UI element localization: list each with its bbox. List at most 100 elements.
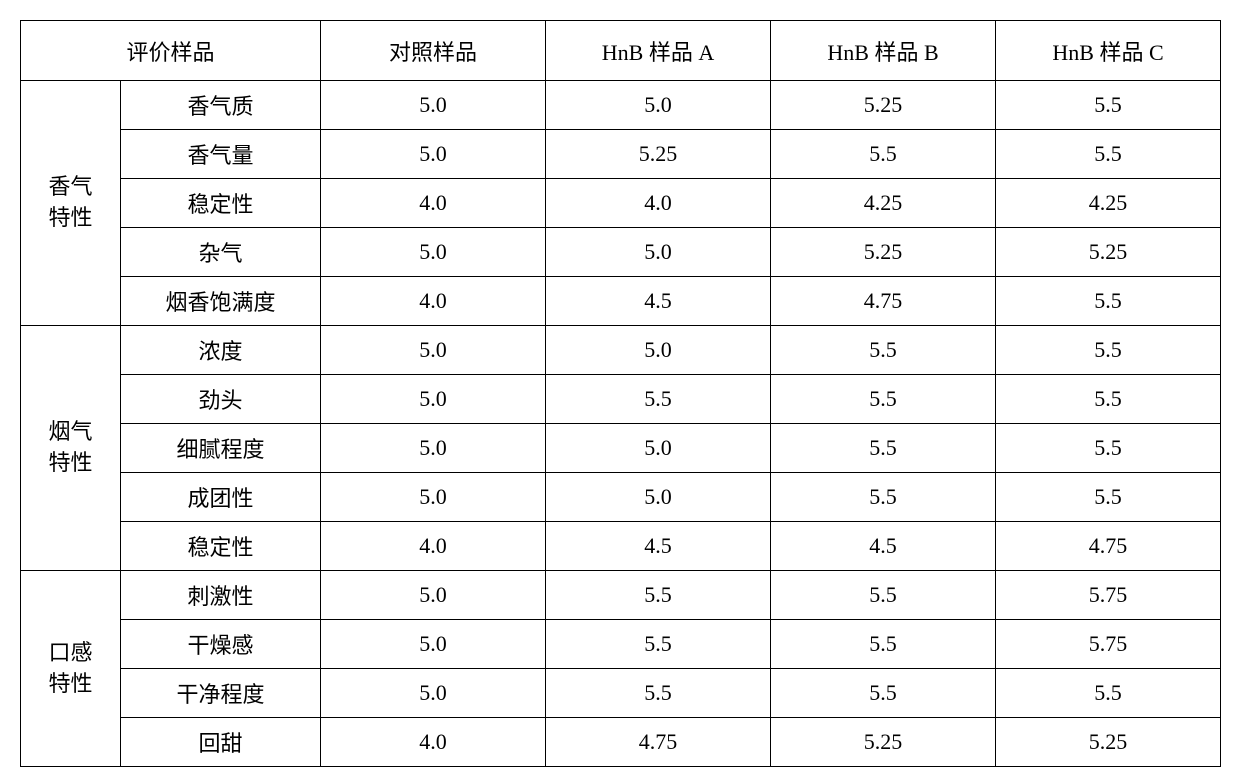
cell-hnb-c: 5.5	[996, 277, 1221, 326]
cell-control: 5.0	[321, 571, 546, 620]
metric-name: 劲头	[121, 375, 321, 424]
metric-name: 干燥感	[121, 620, 321, 669]
category-name-line2: 特性	[48, 205, 92, 230]
cell-hnb-b: 5.5	[771, 326, 996, 375]
metric-name: 香气质	[121, 81, 321, 130]
cell-hnb-a: 4.5	[546, 522, 771, 571]
cell-control: 5.0	[321, 620, 546, 669]
cell-hnb-c: 5.5	[996, 81, 1221, 130]
table-header-row: 评价样品 对照样品 HnB 样品 A HnB 样品 B HnB 样品 C	[21, 21, 1221, 81]
cell-control: 4.0	[321, 522, 546, 571]
table-row: 稳定性 4.0 4.0 4.25 4.25	[21, 179, 1221, 228]
cell-hnb-c: 5.5	[996, 669, 1221, 718]
cell-hnb-c: 5.5	[996, 375, 1221, 424]
cell-hnb-a: 5.5	[546, 375, 771, 424]
table-row: 干燥感 5.0 5.5 5.5 5.75	[21, 620, 1221, 669]
table-row: 香气 特性 香气质 5.0 5.0 5.25 5.5	[21, 81, 1221, 130]
cell-control: 5.0	[321, 81, 546, 130]
metric-name: 细腻程度	[121, 424, 321, 473]
cell-hnb-a: 5.0	[546, 424, 771, 473]
metric-name: 烟香饱满度	[121, 277, 321, 326]
cell-hnb-b: 5.5	[771, 669, 996, 718]
cell-hnb-b: 5.5	[771, 375, 996, 424]
cell-hnb-a: 4.0	[546, 179, 771, 228]
category-cell-smoke: 烟气 特性	[21, 326, 121, 571]
table-row: 回甜 4.0 4.75 5.25 5.25	[21, 718, 1221, 767]
cell-hnb-b: 5.5	[771, 473, 996, 522]
cell-hnb-c: 5.75	[996, 571, 1221, 620]
header-hnb-b: HnB 样品 B	[771, 21, 996, 81]
cell-control: 5.0	[321, 130, 546, 179]
cell-hnb-b: 5.5	[771, 620, 996, 669]
category-cell-aroma: 香气 特性	[21, 81, 121, 326]
cell-hnb-c: 5.5	[996, 473, 1221, 522]
category-name-line1: 香气	[48, 174, 92, 199]
table-row: 烟气 特性 浓度 5.0 5.0 5.5 5.5	[21, 326, 1221, 375]
cell-control: 5.0	[321, 228, 546, 277]
table-row: 烟香饱满度 4.0 4.5 4.75 5.5	[21, 277, 1221, 326]
cell-hnb-a: 5.5	[546, 571, 771, 620]
cell-hnb-a: 4.5	[546, 277, 771, 326]
category-name-line2: 特性	[48, 671, 92, 696]
cell-hnb-b: 4.25	[771, 179, 996, 228]
cell-hnb-c: 4.75	[996, 522, 1221, 571]
cell-control: 4.0	[321, 277, 546, 326]
cell-hnb-b: 5.5	[771, 424, 996, 473]
table-row: 香气量 5.0 5.25 5.5 5.5	[21, 130, 1221, 179]
cell-hnb-b: 5.25	[771, 81, 996, 130]
cell-hnb-c: 4.25	[996, 179, 1221, 228]
table-row: 杂气 5.0 5.0 5.25 5.25	[21, 228, 1221, 277]
metric-name: 杂气	[121, 228, 321, 277]
header-hnb-a: HnB 样品 A	[546, 21, 771, 81]
category-name-line2: 特性	[48, 450, 92, 475]
cell-control: 5.0	[321, 375, 546, 424]
cell-hnb-a: 5.25	[546, 130, 771, 179]
cell-hnb-a: 5.0	[546, 473, 771, 522]
cell-hnb-b: 4.5	[771, 522, 996, 571]
cell-hnb-a: 5.0	[546, 228, 771, 277]
metric-name: 刺激性	[121, 571, 321, 620]
header-hnb-c: HnB 样品 C	[996, 21, 1221, 81]
table-row: 成团性 5.0 5.0 5.5 5.5	[21, 473, 1221, 522]
table-row: 细腻程度 5.0 5.0 5.5 5.5	[21, 424, 1221, 473]
header-eval-sample: 评价样品	[21, 21, 321, 81]
metric-name: 香气量	[121, 130, 321, 179]
cell-hnb-c: 5.25	[996, 718, 1221, 767]
cell-control: 5.0	[321, 424, 546, 473]
cell-hnb-c: 5.75	[996, 620, 1221, 669]
cell-hnb-a: 5.0	[546, 326, 771, 375]
metric-name: 干净程度	[121, 669, 321, 718]
cell-control: 4.0	[321, 179, 546, 228]
evaluation-table: 评价样品 对照样品 HnB 样品 A HnB 样品 B HnB 样品 C 香气 …	[20, 20, 1221, 767]
category-name-line1: 烟气	[48, 419, 92, 444]
cell-hnb-b: 4.75	[771, 277, 996, 326]
cell-hnb-b: 5.5	[771, 571, 996, 620]
cell-control: 5.0	[321, 326, 546, 375]
table-row: 干净程度 5.0 5.5 5.5 5.5	[21, 669, 1221, 718]
cell-hnb-a: 5.5	[546, 620, 771, 669]
cell-hnb-b: 5.5	[771, 130, 996, 179]
cell-control: 4.0	[321, 718, 546, 767]
category-cell-taste: 口感 特性	[21, 571, 121, 767]
cell-hnb-c: 5.5	[996, 326, 1221, 375]
metric-name: 浓度	[121, 326, 321, 375]
table-row: 稳定性 4.0 4.5 4.5 4.75	[21, 522, 1221, 571]
metric-name: 稳定性	[121, 522, 321, 571]
cell-control: 5.0	[321, 669, 546, 718]
metric-name: 成团性	[121, 473, 321, 522]
cell-hnb-a: 4.75	[546, 718, 771, 767]
cell-control: 5.0	[321, 473, 546, 522]
table-row: 劲头 5.0 5.5 5.5 5.5	[21, 375, 1221, 424]
cell-hnb-b: 5.25	[771, 228, 996, 277]
table-body: 香气 特性 香气质 5.0 5.0 5.25 5.5 香气量 5.0 5.25 …	[21, 81, 1221, 767]
header-control: 对照样品	[321, 21, 546, 81]
cell-hnb-c: 5.5	[996, 130, 1221, 179]
metric-name: 回甜	[121, 718, 321, 767]
category-name-line1: 口感	[48, 640, 92, 665]
cell-hnb-c: 5.25	[996, 228, 1221, 277]
cell-hnb-a: 5.5	[546, 669, 771, 718]
table-row: 口感 特性 刺激性 5.0 5.5 5.5 5.75	[21, 571, 1221, 620]
cell-hnb-c: 5.5	[996, 424, 1221, 473]
cell-hnb-b: 5.25	[771, 718, 996, 767]
cell-hnb-a: 5.0	[546, 81, 771, 130]
